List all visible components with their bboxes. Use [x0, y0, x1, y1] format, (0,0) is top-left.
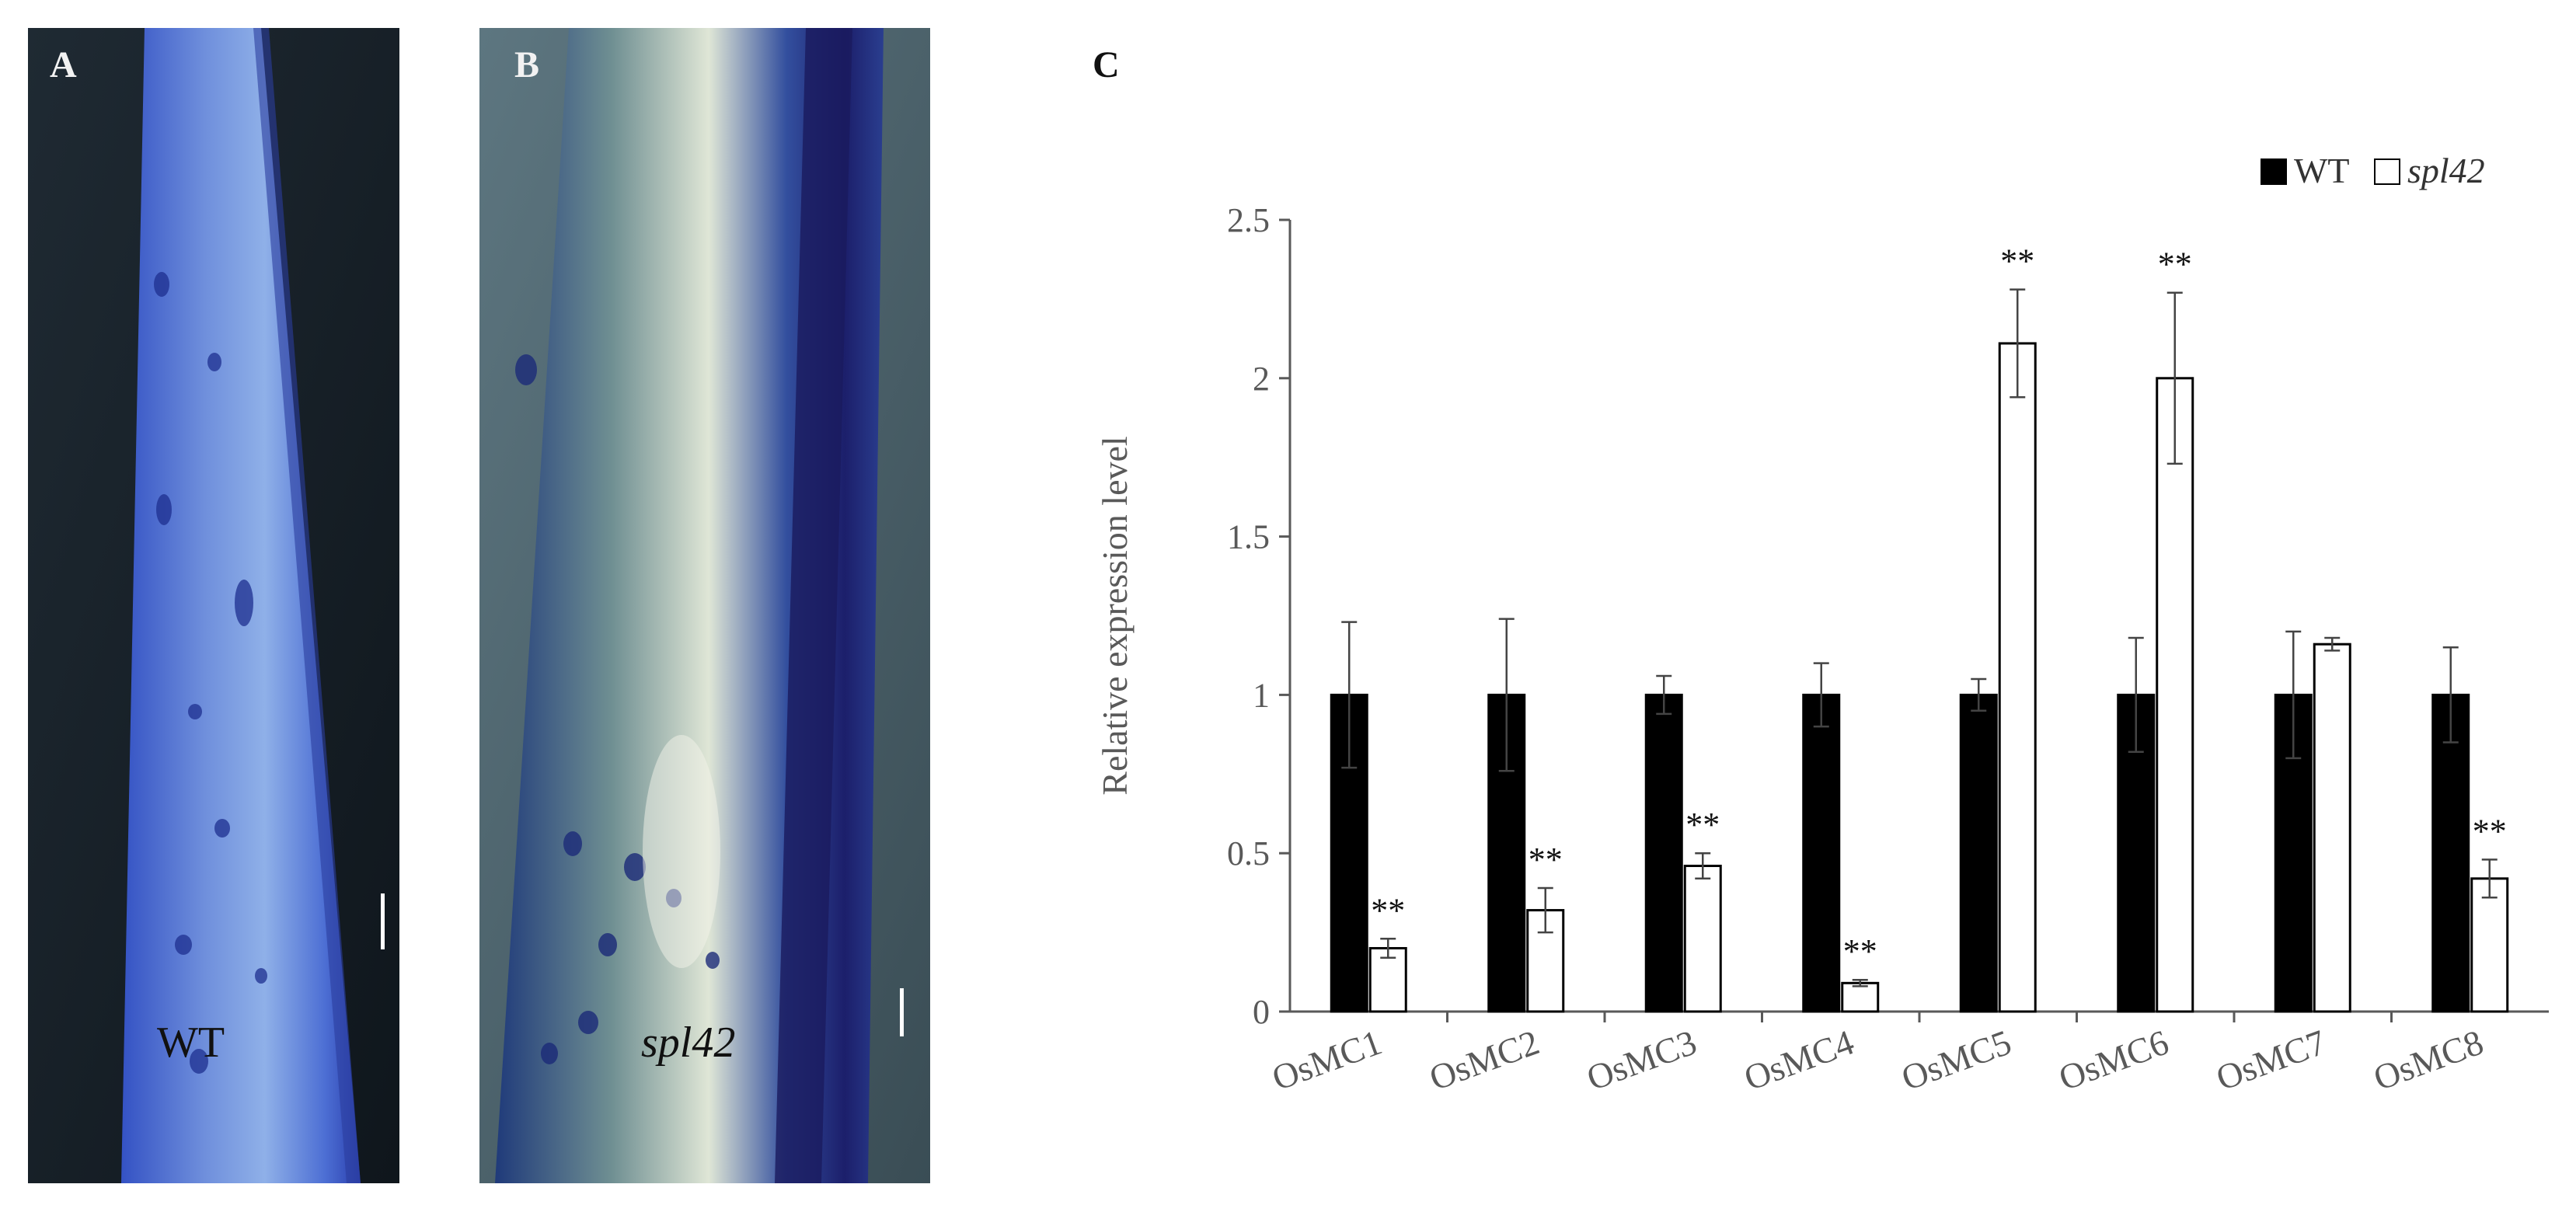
spl42-bar [1368, 946, 1407, 1013]
spl42-bar [2156, 377, 2194, 1013]
y-tick-label: 1.5 [1227, 518, 1270, 556]
panel-letter-a: A [50, 44, 77, 85]
wt-leaf-image [28, 28, 399, 1183]
y-tick-label: 0.5 [1227, 834, 1270, 872]
legend-spl42-label: spl42 [2407, 151, 2485, 190]
y-tick-label: 0 [1253, 993, 1270, 1031]
category-label: OsMC1 [1267, 1022, 1386, 1098]
category-label: OsMC3 [1581, 1022, 1701, 1098]
wt-bar [2431, 693, 2470, 1013]
category-label: OsMC6 [2054, 1022, 2173, 1098]
significance-label: ** [2000, 242, 2034, 280]
panel-letter-b: B [514, 44, 540, 85]
spl42-bar [2313, 643, 2351, 1013]
wt-bar [1959, 693, 1998, 1013]
y-tick-label: 2 [1253, 360, 1270, 398]
wt-leaf-photo [28, 28, 399, 1183]
category-label: OsMC7 [2211, 1022, 2330, 1098]
category-label: OsMC4 [1739, 1022, 1859, 1098]
y-axis-title: Relative expression level [1095, 436, 1135, 795]
spl42-bar [1998, 342, 2037, 1013]
spl42-bar [1683, 865, 1722, 1013]
significance-label: ** [1529, 841, 1563, 879]
spl42-leaf-image [479, 28, 930, 1183]
wt-photo-label: WT [157, 1019, 225, 1067]
wt-bar [1644, 693, 1683, 1013]
spl42-leaf-photo [479, 28, 930, 1183]
significance-label: ** [2473, 812, 2507, 850]
significance-label: ** [2158, 246, 2192, 284]
panel-letter-c: C [1093, 44, 1120, 85]
scale-bar-b [900, 988, 904, 1036]
category-label: OsMC8 [2369, 1022, 2488, 1098]
legend-wt-label: WT [2294, 151, 2350, 190]
y-tick-label: 1 [1253, 676, 1270, 714]
scale-bar-a [381, 893, 385, 949]
spl42-bar [1841, 981, 1880, 1013]
wt-bar [1802, 693, 1841, 1013]
spl42-photo-label: spl42 [641, 1019, 736, 1067]
expression-bar-chart: 0 0.5 1 1.5 2 2.5 Relative expression level ** O… [1095, 151, 2549, 1098]
significance-label: ** [1371, 891, 1405, 929]
y-tick-label: 2.5 [1227, 201, 1270, 239]
category-label: OsMC2 [1424, 1022, 1544, 1098]
category-label: OsMC5 [1896, 1022, 2016, 1098]
legend-spl42-swatch [2374, 158, 2400, 185]
legend-wt-swatch [2261, 158, 2287, 185]
significance-label: ** [1685, 806, 1720, 844]
significance-label: ** [1843, 932, 1877, 970]
